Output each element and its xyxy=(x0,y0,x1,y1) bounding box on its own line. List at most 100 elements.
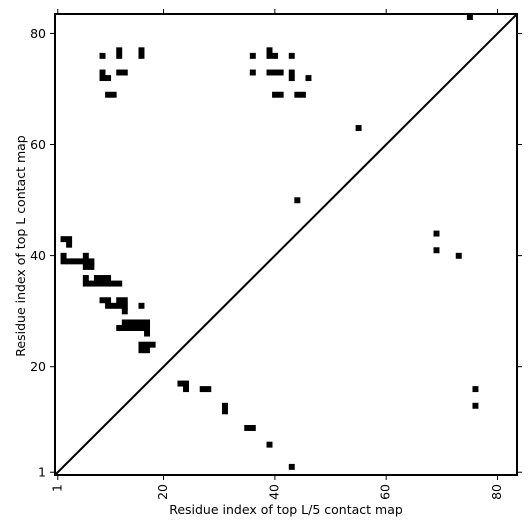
contact-cell xyxy=(105,275,112,281)
contact-cell xyxy=(105,91,112,98)
contact-cell xyxy=(299,91,306,98)
contact-cell xyxy=(294,91,301,98)
contact-cell xyxy=(82,252,89,259)
contact-cell xyxy=(288,69,295,76)
contact-cell xyxy=(116,47,123,54)
contact-cell xyxy=(93,280,100,287)
contact-cell xyxy=(266,69,273,76)
contact-cell xyxy=(138,347,145,354)
contact-cell xyxy=(82,258,89,265)
x-tick-label: 60 xyxy=(378,484,393,500)
contact-cell xyxy=(127,319,134,326)
contact-cell xyxy=(110,302,117,309)
contact-cell xyxy=(116,280,123,287)
contact-cell xyxy=(183,380,189,387)
contact-cell xyxy=(88,258,95,265)
contact-cell xyxy=(116,69,123,76)
contact-cell xyxy=(116,302,123,309)
contact-cell xyxy=(294,197,301,204)
contact-cell xyxy=(455,252,462,259)
contact-cell xyxy=(266,441,273,448)
contact-cell xyxy=(138,52,145,59)
contact-cell xyxy=(99,297,106,304)
contact-cell xyxy=(144,330,151,337)
contact-cell xyxy=(105,75,112,82)
contact-cell xyxy=(60,236,67,243)
contact-cell xyxy=(144,319,151,326)
contact-cell xyxy=(466,14,473,20)
y-tick-label: 40 xyxy=(30,248,46,263)
contact-cell xyxy=(266,52,273,59)
contact-cell xyxy=(249,425,256,431)
contact-cell xyxy=(138,47,145,54)
contact-cells xyxy=(60,14,479,470)
contact-cell xyxy=(138,302,145,309)
y-tick-label: 60 xyxy=(30,137,46,152)
contact-cell xyxy=(266,47,273,54)
contact-cell xyxy=(221,408,228,415)
contact-cell xyxy=(116,297,123,304)
contact-cell xyxy=(355,125,362,132)
contact-cell xyxy=(105,280,112,287)
contact-cell xyxy=(272,69,279,76)
contact-cell xyxy=(66,241,73,248)
contact-cell xyxy=(121,69,128,76)
contact-cell xyxy=(60,252,67,259)
contact-cell xyxy=(99,69,106,76)
plot-frame xyxy=(54,13,518,476)
contact-cell xyxy=(99,52,106,59)
contact-cell xyxy=(277,91,284,98)
contact-cell xyxy=(71,258,78,265)
contact-cell xyxy=(149,341,156,348)
contact-cell xyxy=(116,325,123,331)
y-axis-label: Residue index of top L contact map xyxy=(13,135,28,356)
contact-cell xyxy=(88,263,95,270)
contact-cell xyxy=(60,258,67,265)
contact-cell xyxy=(472,402,479,409)
contact-cell xyxy=(433,247,440,254)
contact-cell xyxy=(105,297,112,304)
contact-cell xyxy=(183,386,189,393)
contact-cell xyxy=(121,325,128,331)
contact-cell xyxy=(82,275,89,281)
contact-cell xyxy=(138,325,145,331)
x-tick-label: 80 xyxy=(489,484,504,500)
contact-cell xyxy=(110,91,117,98)
contact-cell xyxy=(121,319,128,326)
contact-cell xyxy=(132,325,139,331)
contact-cell xyxy=(99,275,106,281)
contact-cell xyxy=(288,463,295,470)
contact-cell xyxy=(272,52,279,59)
contact-cell xyxy=(127,325,134,331)
x-tick-label: 1 xyxy=(49,484,64,492)
contact-cell xyxy=(249,69,256,76)
contact-cell xyxy=(110,280,117,287)
contact-cell xyxy=(66,236,73,243)
contact-cell xyxy=(93,275,100,281)
y-tick-label: 80 xyxy=(30,26,46,41)
contact-cell xyxy=(288,52,295,59)
contact-cell xyxy=(99,280,106,287)
x-tick-label: 20 xyxy=(155,484,170,500)
contact-cell xyxy=(82,280,89,287)
contact-cell xyxy=(277,69,284,76)
contact-cell xyxy=(105,302,112,309)
contact-cell xyxy=(132,319,139,326)
contact-cell xyxy=(144,347,151,354)
contact-cell xyxy=(472,386,479,393)
contact-cell xyxy=(244,425,251,431)
contact-cell xyxy=(144,325,151,331)
x-axis-label: Residue index of top L/5 contact map xyxy=(169,502,403,517)
contact-cell xyxy=(288,75,295,82)
diagonal-line xyxy=(54,13,518,476)
contact-cell xyxy=(116,52,123,59)
contact-cell xyxy=(138,319,145,326)
contact-cell xyxy=(199,386,206,393)
contact-cell xyxy=(121,302,128,309)
x-tick-label: 40 xyxy=(266,484,281,500)
contact-cell xyxy=(221,402,228,409)
contact-cell xyxy=(272,91,279,98)
contact-cell xyxy=(177,380,184,387)
contact-cell xyxy=(138,341,145,348)
contact-cell xyxy=(66,258,73,265)
